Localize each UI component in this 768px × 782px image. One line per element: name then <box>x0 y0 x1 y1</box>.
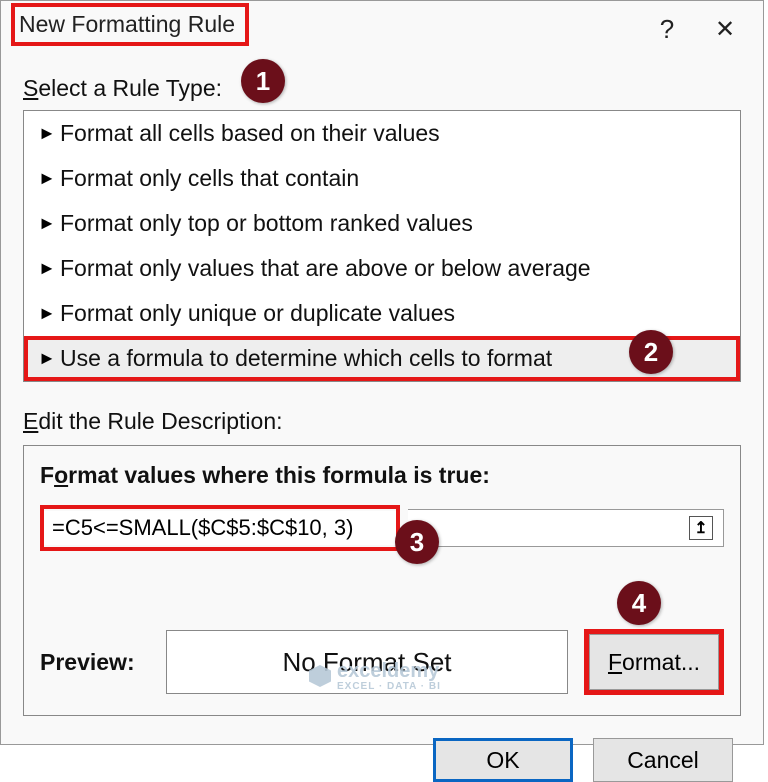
rule-item[interactable]: ►Format only cells that contain <box>24 156 740 201</box>
dialog-button-row: OK Cancel <box>1 716 763 782</box>
arrow-icon: ► <box>38 213 60 234</box>
new-formatting-rule-dialog: New Formatting Rule ? ✕ Select a Rule Ty… <box>0 0 764 745</box>
arrow-icon: ► <box>38 303 60 324</box>
rule-item[interactable]: ►Format all cells based on their values <box>24 111 740 156</box>
arrow-icon: ► <box>38 168 60 189</box>
rule-item-label: Format only unique or duplicate values <box>60 300 455 327</box>
formula-input-rest[interactable]: ↥ <box>408 509 724 547</box>
callout-4: 4 <box>617 581 661 625</box>
formula-input[interactable] <box>44 511 396 545</box>
watermark-sub: EXCEL · DATA · BI <box>337 681 441 692</box>
watermark-brand: exceldemy <box>337 660 439 682</box>
formula-input-highlight <box>40 505 400 551</box>
formula-row: ↥ <box>40 505 724 551</box>
help-icon[interactable]: ? <box>649 11 685 47</box>
callout-1: 1 <box>241 59 285 103</box>
rule-type-label: Select a Rule Type: <box>23 75 763 102</box>
rule-item[interactable]: ►Format only unique or duplicate values <box>24 291 740 336</box>
formula-label: Format values where this formula is true… <box>40 462 724 489</box>
cancel-button[interactable]: Cancel <box>593 738 733 782</box>
rule-item-label: Format only cells that contain <box>60 165 359 192</box>
watermark-icon <box>309 665 331 687</box>
dialog-title: New Formatting Rule <box>11 3 249 46</box>
callout-3: 3 <box>395 520 439 564</box>
callout-2: 2 <box>629 330 673 374</box>
format-button-highlight: Format... <box>584 629 724 695</box>
rule-item-label: Format only top or bottom ranked values <box>60 210 473 237</box>
rule-description-label: Edit the Rule Description: <box>23 408 763 435</box>
rule-item[interactable]: ►Format only values that are above or be… <box>24 246 740 291</box>
preview-label: Preview: <box>40 649 150 676</box>
rule-item[interactable]: ►Format only top or bottom ranked values <box>24 201 740 246</box>
collapse-dialog-icon[interactable]: ↥ <box>689 516 713 540</box>
rule-item-label: Format only values that are above or bel… <box>60 255 591 282</box>
rule-item-label: Format all cells based on their values <box>60 120 440 147</box>
arrow-icon: ► <box>38 123 60 144</box>
watermark: exceldemy EXCEL · DATA · BI <box>309 660 441 692</box>
arrow-icon: ► <box>38 258 60 279</box>
titlebar: New Formatting Rule ? ✕ <box>1 1 763 51</box>
ok-button[interactable]: OK <box>433 738 573 782</box>
format-button[interactable]: Format... <box>589 634 719 690</box>
arrow-icon: ► <box>38 348 60 369</box>
rule-item-label: Use a formula to determine which cells t… <box>60 345 552 372</box>
close-icon[interactable]: ✕ <box>707 11 743 47</box>
